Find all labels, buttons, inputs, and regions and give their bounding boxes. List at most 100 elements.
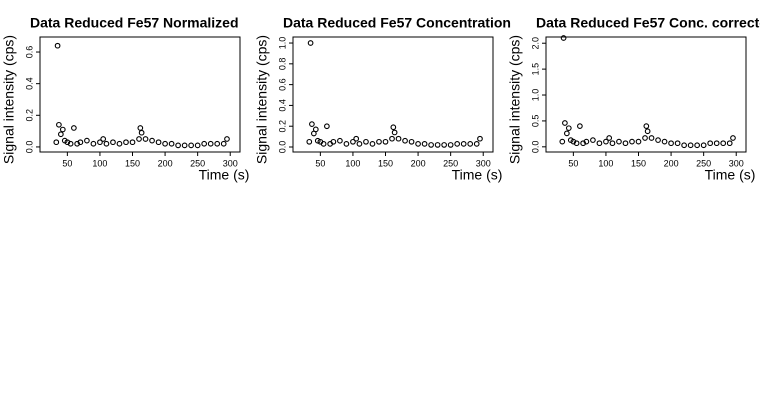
point: [369, 141, 376, 147]
y-tick-label: 0.0: [24, 141, 34, 154]
x-axis-label: Time (s): [452, 167, 503, 183]
x-axis-label: Time (s): [705, 167, 756, 183]
point: [563, 130, 570, 137]
x-tick-label: 50: [62, 158, 72, 168]
point: [596, 140, 603, 147]
point: [320, 141, 327, 147]
point: [661, 138, 668, 145]
point: [376, 138, 382, 145]
point: [123, 139, 129, 146]
point: [59, 126, 66, 133]
point: [175, 142, 181, 149]
plot-box: [39, 36, 241, 153]
point: [441, 142, 447, 148]
x-tick-label: 100: [598, 158, 613, 168]
point: [103, 140, 110, 147]
y-tick-label: 2.0: [530, 37, 540, 50]
point: [71, 125, 77, 131]
point: [447, 142, 454, 148]
x-tick-label: 150: [631, 158, 646, 168]
x-tick-label: 250: [443, 158, 458, 168]
point: [207, 140, 214, 147]
point: [194, 142, 201, 149]
point: [214, 140, 221, 147]
point: [390, 124, 397, 131]
point: [707, 140, 714, 147]
point: [559, 138, 566, 145]
point: [307, 40, 314, 46]
point: [681, 142, 687, 149]
chart-title: Data Reduced Fe57 Concentration: [283, 15, 511, 31]
point: [84, 137, 90, 144]
y-tick-label: 0.2: [24, 109, 34, 122]
point: [149, 137, 155, 144]
point: [57, 131, 64, 138]
point: [100, 136, 107, 142]
x-tick-label: 150: [378, 158, 393, 168]
point: [565, 125, 572, 132]
y-tick-label: 1.0: [530, 89, 540, 102]
x-tick-label: 150: [125, 158, 140, 168]
point: [562, 120, 568, 126]
x-tick-label: 200: [411, 158, 426, 168]
point: [570, 138, 577, 145]
point: [395, 135, 402, 142]
point: [603, 138, 609, 145]
point: [363, 138, 369, 145]
point: [142, 136, 149, 142]
y-tick-label: 0.5: [530, 115, 540, 128]
chart-title: Data Reduced Fe57 Conc. corrected: [536, 15, 760, 31]
panel: Data Reduced Fe57 Normalized Time (s) Sign…: [1, 15, 250, 183]
x-tick-label: 300: [729, 158, 744, 168]
point: [648, 135, 655, 141]
point: [473, 141, 480, 147]
point: [713, 140, 720, 147]
point: [454, 141, 461, 147]
x-tick-label: 250: [696, 158, 711, 168]
point: [155, 139, 162, 146]
point: [609, 140, 616, 147]
x-tick-label: 100: [345, 158, 360, 168]
point: [622, 140, 629, 147]
point: [629, 138, 635, 145]
y-tick-label: 0.6: [24, 46, 34, 59]
point: [224, 136, 230, 142]
point: [314, 137, 321, 144]
y-axis-label: Signal intensity (cps): [1, 35, 17, 164]
panel: Data Reduced Fe57 Concentration Time (s) S…: [254, 15, 511, 183]
point: [421, 141, 428, 147]
point: [110, 139, 116, 146]
point: [580, 140, 586, 147]
y-tick-label: 0.6: [277, 78, 287, 91]
point: [138, 129, 145, 136]
point: [720, 140, 727, 147]
point: [168, 140, 175, 147]
y-tick-label: 0.8: [277, 58, 287, 71]
point: [687, 142, 694, 149]
point: [467, 141, 474, 147]
point: [428, 142, 434, 148]
point: [382, 138, 389, 145]
chart-title: Data Reduced Fe57 Normalized: [30, 15, 239, 31]
plot-box: [545, 36, 747, 153]
y-axis-label: Signal intensity (cps): [507, 35, 523, 164]
y-tick-label: 0.0: [277, 141, 287, 154]
point: [402, 137, 408, 144]
y-tick-label: 0.4: [24, 77, 34, 90]
point: [560, 35, 567, 41]
point: [220, 140, 227, 147]
point: [655, 137, 661, 143]
point: [642, 135, 648, 141]
point: [306, 138, 313, 145]
y-tick-label: 0.0: [530, 141, 540, 154]
point: [356, 141, 363, 147]
point: [616, 138, 622, 145]
point: [54, 42, 61, 49]
point: [700, 142, 707, 149]
x-tick-label: 200: [664, 158, 679, 168]
point: [590, 137, 596, 143]
point: [343, 141, 350, 147]
x-tick-label: 200: [158, 158, 173, 168]
point: [136, 136, 142, 142]
